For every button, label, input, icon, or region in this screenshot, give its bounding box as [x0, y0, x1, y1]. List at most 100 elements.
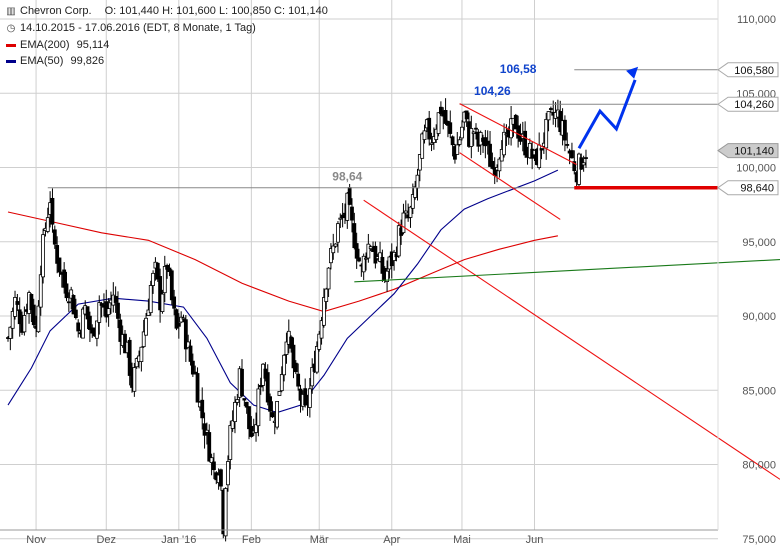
candle-body: [293, 362, 298, 373]
candle-body: [584, 157, 588, 159]
x-tick-label: Mär: [310, 534, 329, 546]
ema50-swatch: [6, 59, 16, 63]
price-tag-box: [717, 143, 779, 159]
candle-body: [385, 270, 389, 282]
candle-body: [195, 373, 200, 403]
candle-body: [113, 296, 118, 303]
candle-body: [50, 197, 55, 225]
candle-body: [230, 420, 235, 429]
candle-body: [151, 272, 155, 286]
candle-body: [471, 131, 476, 135]
candle-body: [155, 262, 160, 280]
candle-body: [279, 374, 284, 392]
candle-body: [64, 283, 69, 299]
candle-body: [212, 461, 216, 471]
bar-chart-icon: ▥: [6, 6, 16, 17]
candle-body: [233, 401, 237, 422]
candle-body: [282, 354, 287, 376]
candle-body: [563, 119, 567, 141]
candle-body: [436, 112, 441, 134]
channel-lower-line: [459, 152, 561, 220]
candle-body: [307, 388, 312, 408]
candle-body: [80, 308, 85, 339]
candle-body: [127, 339, 132, 376]
candle-body: [17, 309, 22, 325]
price-tag-label: 101,140: [734, 146, 774, 158]
candle-body: [172, 296, 177, 309]
candle-body: [88, 315, 92, 330]
candle-body: [310, 367, 315, 387]
candle-body: [160, 293, 165, 312]
legend-ema200: EMA(200) 95,114: [6, 38, 113, 52]
candle-body: [455, 144, 460, 155]
candle-body: [336, 223, 340, 243]
candle-body: [258, 385, 263, 388]
date-range: 14.10.2015 - 17.06.2016 (EDT, 8 Monate, …: [20, 22, 256, 34]
candle-body: [513, 114, 518, 130]
candle-body: [509, 118, 514, 139]
candle-body: [141, 331, 146, 348]
candle-body: [357, 257, 361, 262]
ema200-name: EMA(200): [20, 39, 70, 51]
candle-body: [144, 317, 148, 336]
candle-body: [190, 360, 195, 375]
candle-body: [380, 256, 385, 274]
candle-body: [396, 225, 401, 257]
channel-upper-line: [459, 103, 577, 166]
x-tick-label: Jan '16: [161, 534, 196, 546]
candle-body: [338, 217, 343, 220]
candle-body: [326, 267, 331, 290]
candle-body: [420, 133, 425, 159]
candle-body: [204, 429, 209, 433]
drawings: 98,64 104,26 106,58: [47, 62, 780, 480]
label-104-26: 104,26: [474, 84, 511, 98]
candle-body: [36, 305, 41, 333]
candle-body: [13, 297, 17, 317]
candle-body: [291, 344, 296, 369]
candle-body: [352, 223, 357, 249]
candle-body: [235, 399, 240, 403]
candle-body: [361, 255, 366, 273]
x-tick-label: Mai: [453, 534, 471, 546]
candle-body: [244, 401, 249, 408]
ema200-path: [7, 211, 559, 313]
candle-body: [443, 110, 448, 124]
candle-body: [209, 457, 214, 464]
candle-body: [410, 194, 415, 209]
x-tick-label: Nov: [26, 534, 46, 546]
legend-ema50: EMA(50) 99,826: [6, 54, 108, 68]
header-symbol-row: ▥ Chevron Corp. O: 101,440 H: 101,600 L: …: [6, 4, 332, 19]
price-tag-label: 106,580: [734, 65, 774, 77]
candle-body: [247, 406, 251, 430]
candle-body: [158, 276, 163, 311]
candle-body: [62, 269, 67, 288]
candle-body: [403, 210, 408, 214]
candle-body: [544, 118, 549, 149]
candle-body: [490, 160, 495, 169]
candle-body: [73, 309, 78, 318]
candle-body: [200, 399, 205, 419]
candle-body: [340, 214, 345, 219]
candle-body: [85, 306, 90, 320]
candle-body: [219, 469, 223, 487]
candle-body: [226, 461, 230, 486]
candle-body: [303, 388, 308, 406]
candle-body: [460, 126, 464, 139]
candle-body: [364, 257, 368, 260]
ema200-line: [7, 211, 559, 313]
candle-body: [183, 319, 188, 350]
x-tick-label: Feb: [242, 534, 261, 546]
candle-body: [207, 432, 212, 462]
candle-body: [181, 317, 186, 320]
candle-body: [427, 117, 432, 140]
ema50-value: 99,826: [70, 55, 105, 67]
candle-body: [429, 142, 434, 145]
candle-body: [401, 212, 406, 234]
candle-body: [71, 295, 76, 315]
candle-body: [174, 309, 179, 329]
candle-body: [8, 326, 13, 339]
candles: [6, 98, 588, 542]
candle-body: [55, 245, 60, 264]
price-tag-label: 98,640: [740, 183, 774, 195]
